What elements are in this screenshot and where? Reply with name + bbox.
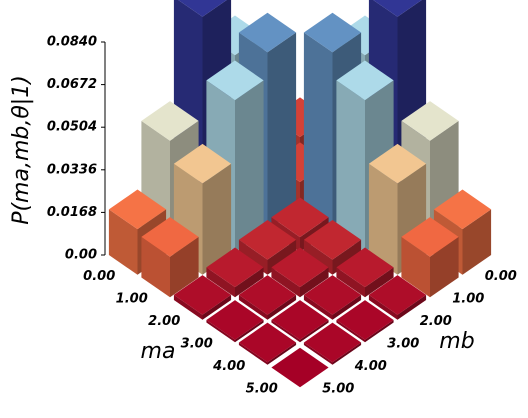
bar-side-right (267, 32, 297, 230)
bar-top (271, 300, 329, 340)
bar-top (368, 143, 427, 184)
bar-side-left (303, 32, 333, 230)
bar-side-right (267, 294, 297, 320)
bar-top (108, 189, 167, 230)
bar-top (336, 60, 394, 101)
z-tick-label: 0.0672 (47, 77, 97, 92)
bar-side-right (332, 294, 362, 320)
bar-side-right (235, 319, 264, 343)
bar-top (401, 101, 459, 141)
y-tick-label: 5.00 (322, 381, 354, 396)
bar-top (206, 247, 264, 288)
bar-side-right (332, 342, 362, 365)
y-tick-label: 1.00 (452, 291, 484, 306)
bar-side-right (365, 267, 394, 298)
z-tick-label: 0.0840 (47, 35, 97, 50)
bar-side-left (206, 267, 235, 298)
bar-side-left (206, 319, 235, 343)
bar-side-right (235, 80, 264, 253)
bar-side-left (336, 80, 365, 253)
x-axis-label: ma (141, 339, 176, 364)
x-tick-label: 5.00 (246, 381, 278, 396)
bar-top (303, 275, 362, 315)
z-tick-label: 0.0504 (47, 120, 97, 135)
bar-top (238, 219, 297, 260)
bar-top (178, 0, 227, 17)
bar-top (336, 247, 394, 288)
bar-side-left (108, 209, 138, 275)
bar-top (373, 0, 422, 17)
x-tick-label: 0.00 (83, 269, 115, 284)
bar-top (271, 197, 329, 238)
bar-side-right (300, 267, 329, 298)
bar-side-left (271, 319, 300, 343)
y-tick-label: 0.00 (485, 269, 517, 284)
bar-side-right (170, 236, 199, 298)
bar-top (206, 60, 264, 101)
bar-top (173, 275, 232, 315)
x-tick-label: 4.00 (212, 359, 245, 374)
bar-side-right (267, 342, 297, 365)
bar-side-left (238, 342, 268, 365)
bar-side-left (368, 163, 398, 275)
bar-side-left (271, 267, 300, 298)
bar-top (238, 275, 297, 315)
bar-top (238, 322, 297, 363)
bar-top (141, 217, 199, 257)
bar-top (336, 300, 394, 340)
x-tick-label: 2.00 (148, 314, 180, 329)
bar-side-left (401, 236, 430, 298)
bar-side-right (300, 319, 329, 343)
bar-side-right (397, 294, 427, 320)
z-tick-label: 0.0168 (47, 205, 97, 220)
bar-side-left (303, 294, 333, 320)
bar-side-left (238, 294, 268, 320)
bar-side-right (202, 163, 232, 275)
bar-side-right (365, 319, 394, 343)
bar-side-left (303, 342, 333, 365)
bar-side-left (368, 294, 398, 320)
bar-top (206, 300, 264, 340)
z-tick-label: 0.00 (65, 248, 97, 263)
x-tick-label: 3.00 (181, 336, 213, 351)
bar-side-right (430, 236, 459, 298)
bar-side-right (462, 209, 492, 275)
bar-side-right (235, 267, 264, 298)
bar-top (271, 347, 329, 388)
bar-top (303, 12, 362, 53)
bar-top (271, 247, 329, 288)
bar-top (303, 322, 362, 363)
z-axis-label: P(ma,mb,θ|1) (9, 75, 34, 225)
bar-side-left (336, 267, 365, 298)
bar-top (173, 143, 232, 184)
bar-top (141, 101, 199, 141)
bar-top (368, 275, 427, 315)
bar-side-left (336, 319, 365, 343)
bar-side-left (173, 294, 203, 320)
bar-side-left (141, 236, 170, 298)
bar-side-right (202, 294, 232, 320)
z-tick-label: 0.0336 (47, 162, 97, 177)
bar-top (238, 12, 297, 53)
y-tick-label: 4.00 (354, 359, 387, 374)
bar-top (303, 219, 362, 260)
bar-top (433, 189, 492, 230)
x-tick-label: 1.00 (116, 291, 148, 306)
y-tick-label: 2.00 (420, 314, 452, 329)
y-axis-label: mb (439, 329, 474, 354)
y-tick-label: 3.00 (387, 336, 419, 351)
bar-top (401, 217, 459, 257)
